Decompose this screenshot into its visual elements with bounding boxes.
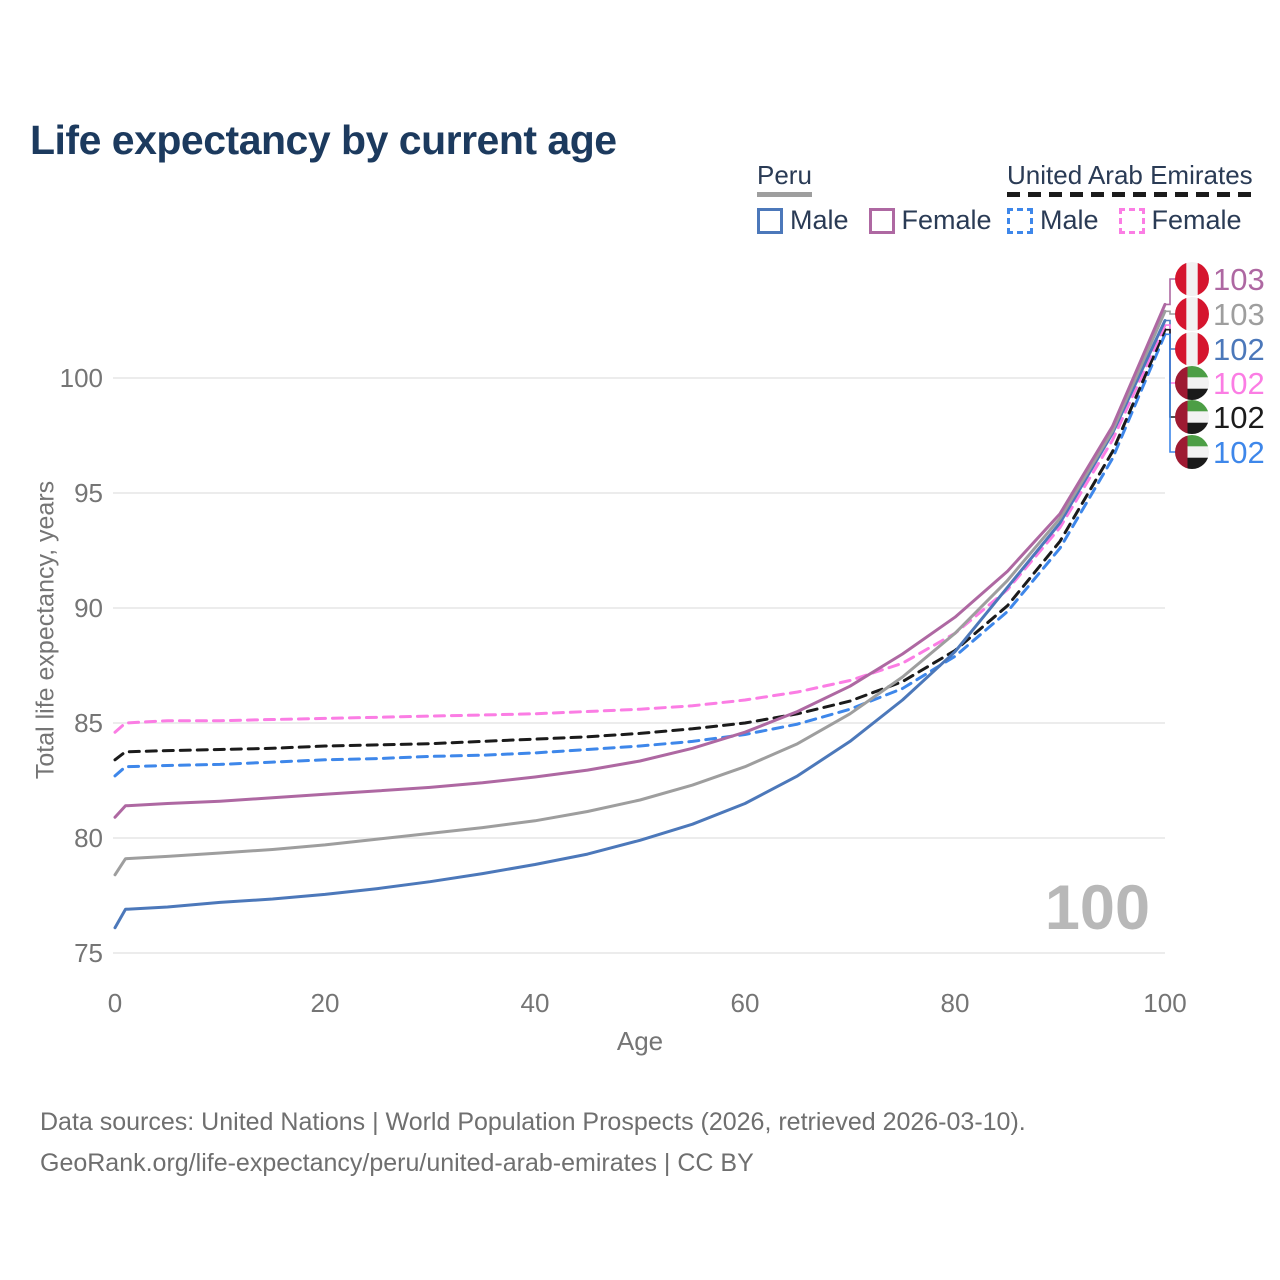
peru-male-swatch-icon [757, 207, 783, 234]
y-tick-100: 100 [60, 363, 103, 393]
legend-item-label: Male [1040, 205, 1099, 235]
legend-item-label: Female [901, 205, 992, 235]
legend-country-label-peru: Peru [757, 160, 812, 190]
y-axis-title: Total life expectancy, years [31, 480, 60, 780]
x-tick-100: 100 [1143, 988, 1186, 1018]
legend: Peru Male Female United Arab Emirates [0, 160, 1280, 240]
peru-flag-icon [1175, 262, 1209, 296]
y-tick-95: 95 [74, 478, 103, 508]
peru-female-swatch-icon [868, 207, 895, 234]
line-uae-male[interactable] [113, 332, 1167, 778]
end-label-uae-total: 102 [1213, 400, 1265, 435]
legend-item-label: Female [1151, 205, 1242, 235]
footer: Data sources: United Nations | World Pop… [40, 1102, 1026, 1184]
series-lines [113, 302, 1167, 930]
uae-flag-icon [1175, 435, 1209, 469]
legend-head-uae[interactable]: United Arab Emirates [1007, 160, 1253, 197]
uae-male-swatch-icon [1007, 207, 1033, 234]
peru-line-style-swatch [757, 192, 812, 197]
leader-peru-female [1165, 278, 1176, 306]
legend-item-peru-male[interactable]: Male [757, 205, 849, 236]
axis-tick-labels: 75 80 85 90 95 100 0 20 40 60 80 100 [60, 363, 1187, 1018]
line-peru-female[interactable] [113, 302, 1167, 819]
end-label-peru-female: 103 [1213, 262, 1265, 297]
line-uae-total[interactable] [113, 328, 1167, 762]
uae-flag-icon [1175, 400, 1209, 434]
x-tick-60: 60 [731, 988, 760, 1018]
y-tick-75: 75 [74, 938, 103, 968]
line-peru-male[interactable] [113, 319, 1167, 930]
x-tick-80: 80 [941, 988, 970, 1018]
x-tick-40: 40 [521, 988, 550, 1018]
y-tick-90: 90 [74, 593, 103, 623]
end-label-peru-total: 103 [1213, 297, 1265, 332]
legend-item-uae-female[interactable]: Female [1118, 205, 1242, 236]
legend-head-peru[interactable]: Peru [757, 160, 812, 197]
line-uae-female[interactable] [113, 323, 1167, 734]
gridlines [113, 377, 1165, 954]
legend-item-peru-female[interactable]: Female [868, 205, 992, 236]
y-tick-80: 80 [74, 823, 103, 853]
data-sources-line: Data sources: United Nations | World Pop… [40, 1108, 1026, 1136]
end-label-peru-male: 102 [1213, 332, 1265, 367]
end-label-uae-female: 102 [1213, 366, 1265, 401]
line-peru-total[interactable] [113, 309, 1167, 877]
x-tick-20: 20 [311, 988, 340, 1018]
legend-items-uae: Male Female [1007, 205, 1253, 236]
uae-line-style-swatch [1007, 192, 1253, 197]
legend-group-uae: United Arab Emirates Male Female [1007, 160, 1253, 236]
legend-item-uae-male[interactable]: Male [1007, 205, 1099, 236]
legend-group-peru: Peru Male Female [757, 160, 992, 236]
hover-age-watermark: 100 [1044, 873, 1150, 943]
end-label-uae-male: 102 [1213, 435, 1265, 470]
uae-flag-icon [1175, 366, 1209, 400]
uae-female-swatch-icon [1118, 207, 1145, 234]
peru-flag-icon [1175, 332, 1209, 366]
x-axis-title: Age [616, 1026, 664, 1056]
x-tick-0: 0 [108, 988, 122, 1018]
leader-uae-male [1165, 333, 1176, 453]
leader-peru-total [1165, 310, 1176, 315]
legend-items-peru: Male Female [757, 205, 992, 236]
legend-item-label: Male [790, 205, 849, 235]
page-title: Life expectancy by current age [30, 117, 617, 164]
legend-country-label-uae: United Arab Emirates [1007, 160, 1253, 190]
y-tick-85: 85 [74, 708, 103, 738]
peru-flag-icon [1175, 297, 1209, 331]
attribution-line: GeoRank.org/life-expectancy/peru/united-… [40, 1149, 754, 1177]
